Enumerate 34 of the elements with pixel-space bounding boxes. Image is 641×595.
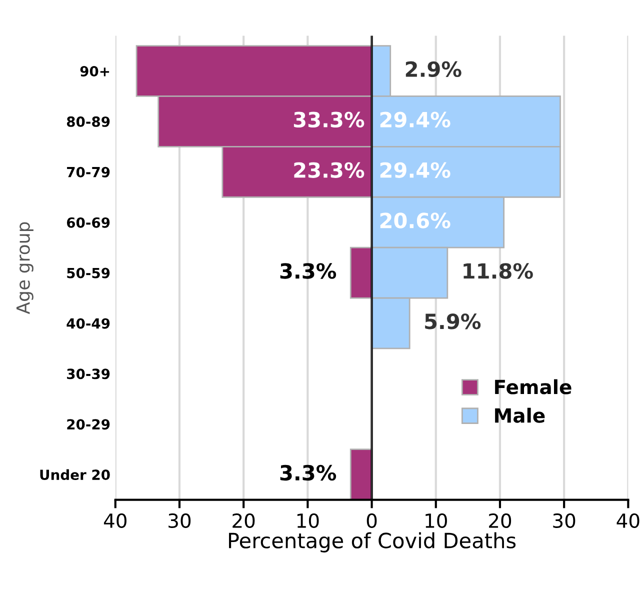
y-tick-label: 70-79	[67, 166, 110, 178]
x-tick-label: 40	[616, 513, 640, 528]
legend-label: Male	[495, 408, 545, 423]
y-tick-label: 20-29	[67, 419, 110, 430]
data-label: 33.3%	[294, 112, 364, 128]
data-label: 23.3%	[294, 162, 364, 178]
y-tick-label: 90+	[80, 66, 110, 76]
data-label: 29.4%	[380, 112, 450, 128]
data-label: 5.9%	[425, 314, 481, 330]
data-label: 11.8%	[464, 263, 533, 279]
y-tick-label: 40-49	[66, 318, 110, 329]
y-tick-label: 60-69	[66, 217, 110, 228]
bar	[350, 448, 372, 500]
y-tick-label: 30-39	[67, 368, 110, 380]
y-tick-label: Under 20	[40, 469, 110, 480]
data-label: 3.3%	[280, 263, 336, 279]
data-label: 3.3%	[280, 464, 336, 481]
x-tick-label: 30	[553, 513, 576, 528]
x-tick-label: 0	[366, 513, 377, 528]
x-tick-label: 10	[297, 513, 319, 528]
x-tick-label: 20	[489, 513, 512, 528]
y-axis-title: Age group	[16, 222, 34, 314]
x-axis-title: Percentage of Covid Deaths	[229, 532, 516, 552]
data-label: 20.6%	[380, 212, 450, 228]
x-tick-label: 40	[104, 513, 126, 528]
y-tick-label: 80-89	[66, 116, 110, 127]
x-tick-label: 20	[232, 513, 255, 528]
x-tick-label: 10	[426, 513, 447, 528]
data-label: 2.9%	[406, 61, 462, 78]
data-label: 29.4%	[380, 162, 450, 178]
x-tick-label: 30	[168, 513, 191, 528]
bar	[350, 246, 372, 299]
legend-label: Female	[495, 379, 572, 394]
y-tick-label: 50-59	[67, 268, 110, 278]
